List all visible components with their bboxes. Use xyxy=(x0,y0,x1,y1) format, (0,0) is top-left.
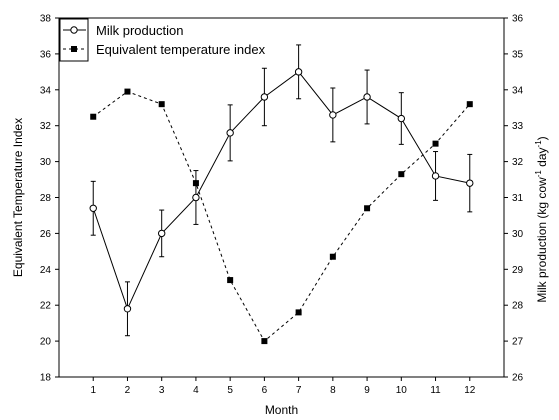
data-point-milk xyxy=(294,68,303,76)
data-point-eti xyxy=(124,88,131,95)
data-point-eti xyxy=(432,140,439,147)
y-left-tick-label: 22 xyxy=(40,301,52,312)
y-right-tick-label: 33 xyxy=(512,121,524,132)
y-right-tick-label: 31 xyxy=(512,193,524,204)
axes-layer: 1820222426283032343638262728293031323334… xyxy=(40,14,524,397)
y-left-tick-label: 26 xyxy=(40,229,52,240)
data-point-milk xyxy=(89,204,97,212)
y-axis-right-title-sup2: -1 xyxy=(534,140,543,148)
x-tick-label: 4 xyxy=(193,385,199,396)
x-tick-label: 1 xyxy=(90,385,96,396)
legend-marker-eti xyxy=(71,46,77,52)
y-right-tick-label: 35 xyxy=(512,49,524,60)
y-right-tick-label: 28 xyxy=(512,301,524,312)
y-right-tick-label: 36 xyxy=(512,14,524,25)
y-left-tick-label: 24 xyxy=(40,265,52,276)
x-tick-label: 12 xyxy=(464,385,476,396)
y-axis-right-title-end: ) xyxy=(535,136,549,140)
data-point-milk xyxy=(260,93,269,101)
legend-marker-milk xyxy=(70,26,78,34)
y-left-tick-label: 30 xyxy=(40,157,52,168)
y-left-tick-label: 20 xyxy=(40,337,52,348)
y-left-tick-label: 36 xyxy=(40,49,52,60)
y-axis-right-title-main: Milk production (kg cow xyxy=(535,177,549,303)
legend-label-milk: Milk production xyxy=(96,23,183,38)
y-right-tick-label: 34 xyxy=(512,85,524,96)
data-point-eti xyxy=(158,101,165,108)
y-axis-right-title: Milk production (kg cow-1 day-1) xyxy=(534,136,549,302)
data-point-milk xyxy=(363,93,371,101)
data-point-milk xyxy=(157,229,166,238)
x-tick-label: 8 xyxy=(330,385,336,396)
y-right-tick-label: 26 xyxy=(512,373,524,384)
series-line-eti xyxy=(92,91,471,342)
x-tick-label: 7 xyxy=(296,385,302,396)
data-point-eti xyxy=(398,171,405,178)
y-right-tick-label: 30 xyxy=(512,229,524,240)
data-point-milk xyxy=(466,179,474,187)
x-tick-label: 6 xyxy=(262,385,268,396)
y-right-tick-label: 29 xyxy=(512,265,524,276)
x-tick-label: 3 xyxy=(159,385,165,396)
x-tick-label: 9 xyxy=(364,385,370,396)
plot-frame xyxy=(58,17,505,378)
x-tick-label: 2 xyxy=(125,385,131,396)
x-tick-label: 11 xyxy=(430,385,441,396)
data-point-milk xyxy=(329,111,337,119)
data-point-eti xyxy=(466,101,473,108)
y-axis-left-title: Equivalent Temperature Index xyxy=(11,118,25,277)
data-point-milk xyxy=(123,305,132,313)
data-point-eti xyxy=(90,113,97,120)
legend: Milk production Equivalent temperature i… xyxy=(59,18,266,62)
y-left-tick-label: 28 xyxy=(40,193,52,204)
data-point-eti xyxy=(364,205,371,212)
data-point-milk xyxy=(192,193,200,202)
legend-box xyxy=(59,18,89,62)
data-point-eti xyxy=(227,277,234,284)
y-right-tick-label: 27 xyxy=(512,337,524,348)
x-tick-label: 10 xyxy=(396,385,408,396)
data-point-eti xyxy=(261,338,268,345)
data-point-eti xyxy=(192,180,199,187)
y-right-tick-label: 32 xyxy=(512,157,524,168)
data-point-milk xyxy=(226,129,234,137)
legend-label-eti: Equivalent temperature index xyxy=(96,42,266,57)
y-axis-right-title-mid: day xyxy=(535,147,549,170)
data-point-milk xyxy=(431,172,440,180)
y-left-tick-label: 18 xyxy=(40,373,52,384)
data-point-eti xyxy=(329,253,336,260)
x-axis-title: Month xyxy=(265,403,298,417)
y-left-tick-label: 38 xyxy=(40,14,52,25)
series-layer xyxy=(89,44,474,345)
data-point-eti xyxy=(295,309,302,316)
data-point-milk xyxy=(397,114,406,123)
y-axis-right-title-sup1: -1 xyxy=(534,170,543,178)
y-left-tick-label: 32 xyxy=(40,121,52,132)
series-line-milk xyxy=(92,71,470,311)
x-tick-label: 5 xyxy=(227,385,233,396)
y-left-tick-label: 34 xyxy=(40,85,52,96)
